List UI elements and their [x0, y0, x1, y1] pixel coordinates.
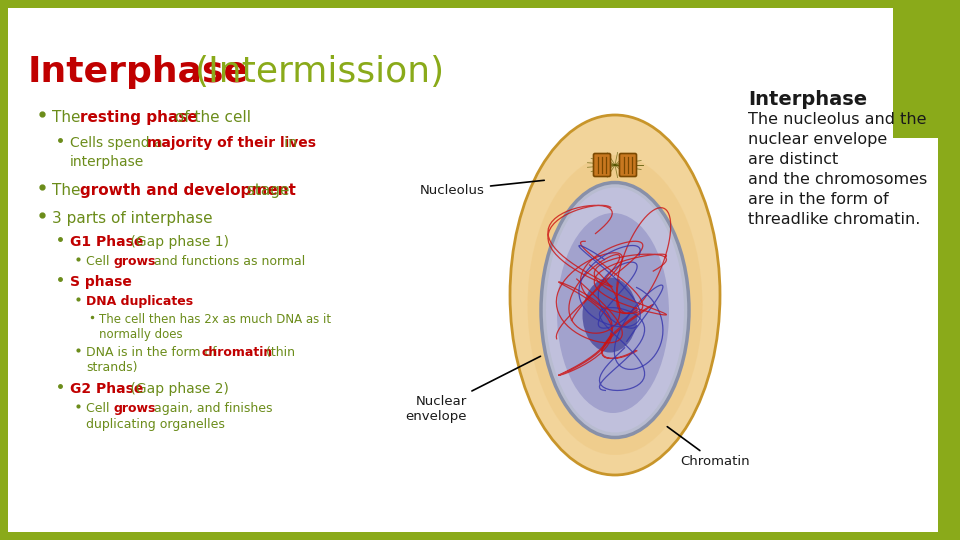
Text: Cell: Cell: [86, 255, 113, 268]
Text: nuclear envelope: nuclear envelope: [748, 132, 887, 147]
Text: in: in: [280, 136, 297, 150]
Text: majority of their lives: majority of their lives: [147, 136, 316, 150]
Text: and functions as normal: and functions as normal: [150, 255, 305, 268]
Text: The nucleolus and the: The nucleolus and the: [748, 112, 926, 127]
Text: (Intermission): (Intermission): [195, 55, 445, 89]
Text: and the chromosomes: and the chromosomes: [748, 172, 927, 187]
Ellipse shape: [583, 278, 637, 353]
Ellipse shape: [541, 183, 689, 437]
Text: Nuclear
envelope: Nuclear envelope: [405, 356, 540, 423]
Text: Interphase: Interphase: [28, 55, 249, 89]
Text: normally does: normally does: [99, 328, 182, 341]
Text: again, and finishes: again, and finishes: [150, 402, 273, 415]
Text: G1 Phase: G1 Phase: [70, 235, 143, 249]
Ellipse shape: [510, 115, 720, 475]
Text: (Gap phase 1): (Gap phase 1): [126, 235, 229, 249]
Text: DNA duplicates: DNA duplicates: [86, 295, 193, 308]
Text: duplicating organelles: duplicating organelles: [86, 418, 225, 431]
Text: stage: stage: [242, 183, 290, 198]
Ellipse shape: [546, 187, 684, 433]
Text: (Gap phase 2): (Gap phase 2): [126, 382, 228, 396]
Ellipse shape: [527, 155, 703, 455]
Text: growth and development: growth and development: [80, 183, 296, 198]
Text: G2 Phase: G2 Phase: [70, 382, 143, 396]
Text: Chromatin: Chromatin: [667, 427, 750, 468]
Text: (thin: (thin: [262, 346, 295, 359]
Ellipse shape: [557, 213, 669, 413]
Text: Cells spend a: Cells spend a: [70, 136, 167, 150]
FancyBboxPatch shape: [8, 8, 938, 532]
FancyBboxPatch shape: [893, 8, 940, 138]
Text: 3 parts of interphase: 3 parts of interphase: [52, 211, 212, 226]
Text: grows: grows: [113, 402, 156, 415]
Text: The: The: [52, 183, 85, 198]
Text: are in the form of: are in the form of: [748, 192, 889, 207]
Text: DNA is in the form of: DNA is in the form of: [86, 346, 221, 359]
Text: interphase: interphase: [70, 155, 144, 169]
Text: The cell then has 2x as much DNA as it: The cell then has 2x as much DNA as it: [99, 313, 331, 326]
Text: Cell: Cell: [86, 402, 113, 415]
Text: Interphase: Interphase: [748, 90, 867, 109]
FancyBboxPatch shape: [619, 153, 636, 177]
Text: S phase: S phase: [70, 275, 132, 289]
Text: chromatin: chromatin: [201, 346, 273, 359]
Text: Nucleolus: Nucleolus: [420, 180, 544, 197]
FancyBboxPatch shape: [593, 153, 611, 177]
Text: are distinct: are distinct: [748, 152, 838, 167]
Text: grows: grows: [113, 255, 156, 268]
Text: The: The: [52, 110, 85, 125]
Text: resting phase: resting phase: [80, 110, 198, 125]
Text: strands): strands): [86, 361, 137, 374]
Text: threadlike chromatin.: threadlike chromatin.: [748, 212, 921, 227]
Text: of the cell: of the cell: [170, 110, 251, 125]
